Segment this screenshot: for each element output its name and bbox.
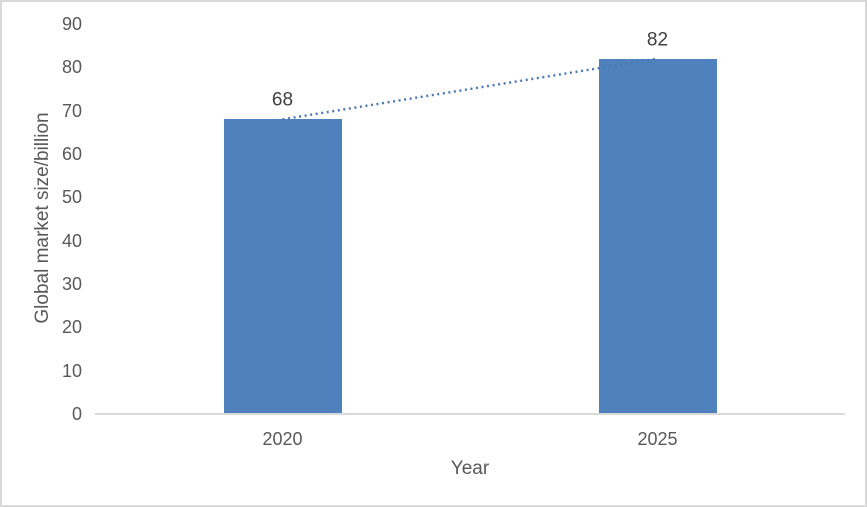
y-tick-label: 90 — [61, 14, 82, 34]
data-label: 82 — [646, 29, 669, 51]
x-tick-label: 2025 — [637, 429, 678, 449]
x-tick-label: 2020 — [262, 429, 303, 449]
x-axis-title: Year — [450, 458, 490, 479]
bar-2020 — [223, 119, 342, 414]
y-tick-label: 80 — [61, 57, 82, 78]
y-tick-label: 0 — [71, 404, 82, 424]
y-tick-label: 60 — [61, 144, 82, 164]
data-label: 68 — [271, 89, 294, 111]
y-tick-label: 10 — [61, 360, 82, 381]
y-tick-label: 40 — [61, 230, 82, 251]
y-tick-label: 30 — [61, 274, 82, 294]
y-tick-label: 70 — [61, 100, 82, 121]
bar-2025 — [598, 58, 717, 414]
x-axis-line — [95, 413, 845, 415]
y-tick-label: 50 — [61, 187, 82, 208]
y-tick-label: 20 — [61, 317, 82, 338]
